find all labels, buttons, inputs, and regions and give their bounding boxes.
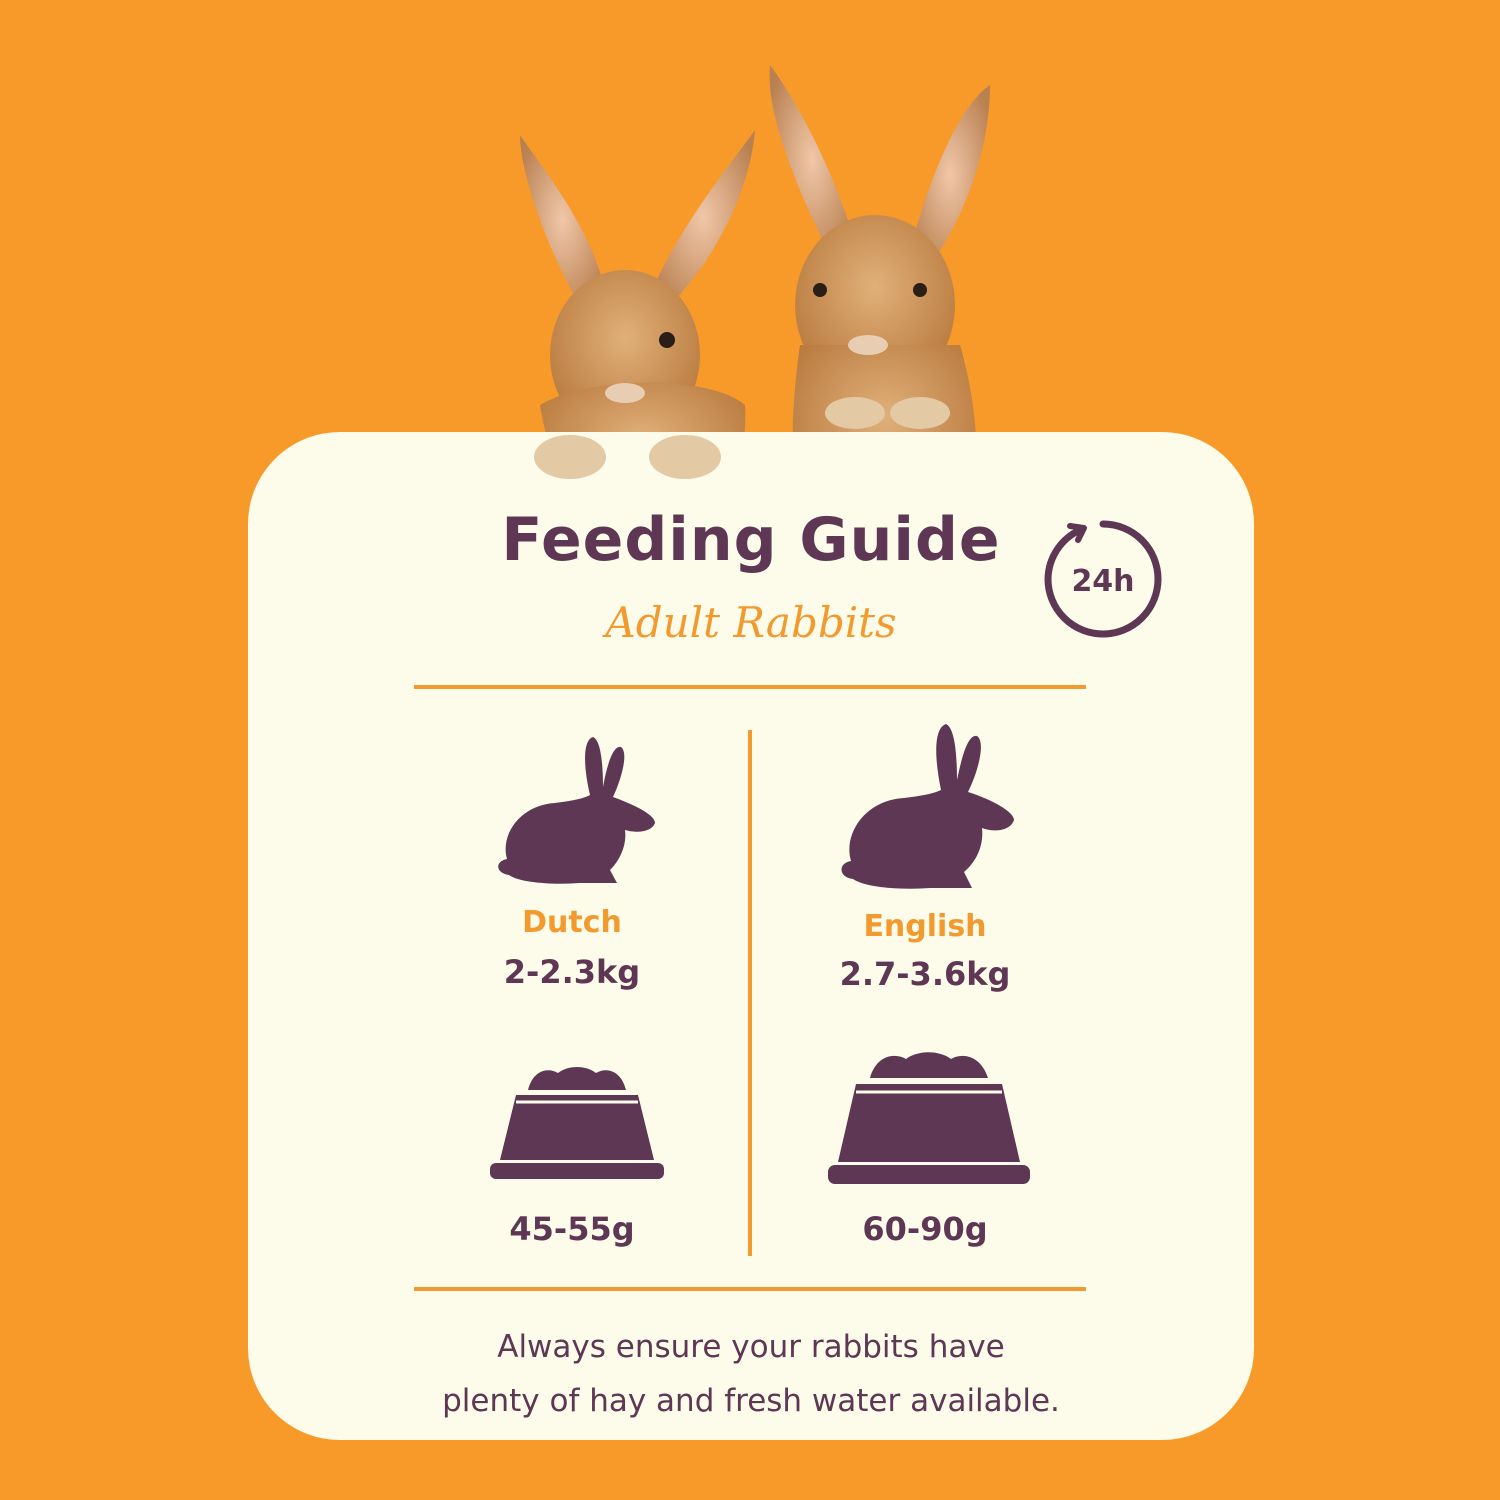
page-title: Feeding Guide — [501, 505, 1001, 575]
clock-24h-icon: 24h — [1044, 520, 1162, 638]
hay-water-note: Always ensure your rabbits have plenty o… — [248, 1320, 1254, 1428]
portion-dutch: 45-55g — [509, 1210, 635, 1248]
small-rabbit-icon — [498, 737, 655, 884]
bottom-divider — [414, 1287, 1086, 1291]
breed-weight-english: 2.7-3.6kg — [839, 955, 1011, 993]
breed-name-dutch: Dutch — [522, 905, 622, 940]
breed-name-english: English — [863, 909, 987, 944]
column-divider — [748, 730, 752, 1256]
note-line-1: Always ensure your rabbits have — [497, 1329, 1005, 1365]
breed-weight-dutch: 2-2.3kg — [503, 953, 641, 991]
rabbit-paws — [534, 397, 950, 479]
note-line-2: plenty of hay and fresh water available. — [442, 1383, 1060, 1419]
small-food-bowl-icon — [490, 1067, 664, 1179]
clock-text: 24h — [1071, 564, 1134, 599]
large-food-bowl-icon — [828, 1052, 1030, 1184]
top-divider — [414, 685, 1086, 689]
large-rabbit-icon — [841, 724, 1014, 889]
portion-english: 60-90g — [862, 1210, 988, 1248]
page-subtitle: Adult Rabbits — [605, 598, 897, 647]
